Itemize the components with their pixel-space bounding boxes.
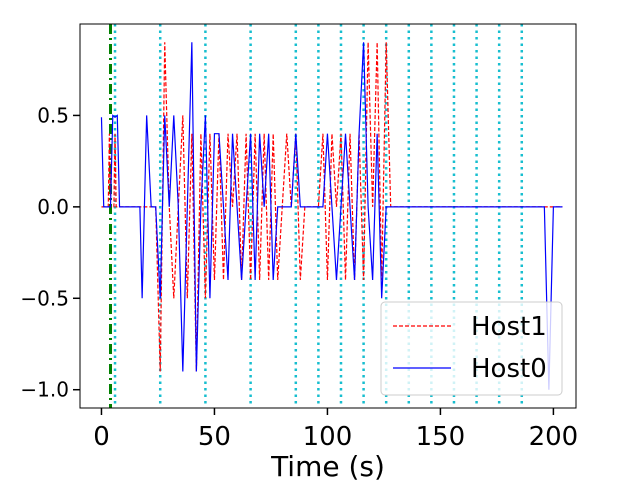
y-tick-label: −1.0 bbox=[20, 378, 69, 402]
x-axis-label: Time (s) bbox=[270, 450, 385, 480]
x-tick-label: 100 bbox=[303, 422, 353, 452]
legend-label-host0: Host0 bbox=[471, 354, 547, 384]
series-line-host1 bbox=[101, 42, 563, 372]
series-line-host0 bbox=[100, 42, 563, 390]
legend-box bbox=[380, 301, 563, 396]
y-tick-label: 0.0 bbox=[37, 195, 69, 219]
x-tick-label: 0 bbox=[93, 422, 110, 452]
legend: Host1 Host0 bbox=[380, 301, 563, 396]
x-tick-label: 50 bbox=[198, 422, 231, 452]
legend-label-host1: Host1 bbox=[471, 312, 547, 342]
y-tick-label: −0.5 bbox=[20, 286, 69, 310]
y-tick-label: 0.5 bbox=[37, 103, 69, 127]
ticks: −1.0 −0.5 0.0 0.5 0 50 100 150 200 bbox=[20, 103, 578, 452]
x-tick-label: 200 bbox=[529, 422, 579, 452]
x-tick-label: 150 bbox=[416, 422, 466, 452]
